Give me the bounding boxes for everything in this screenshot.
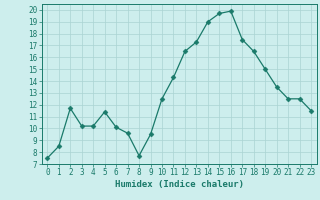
X-axis label: Humidex (Indice chaleur): Humidex (Indice chaleur) <box>115 180 244 189</box>
